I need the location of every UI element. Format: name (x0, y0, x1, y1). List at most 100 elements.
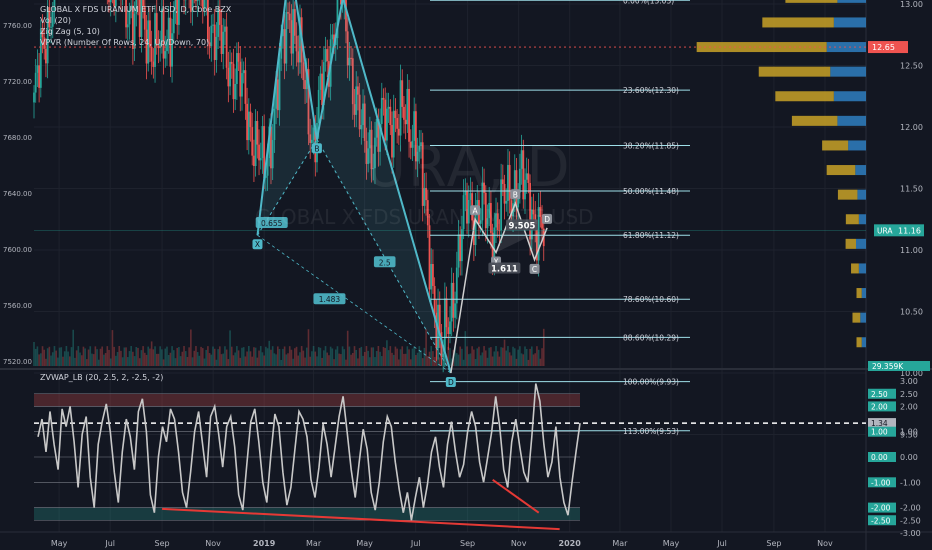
volume-profile-down (837, 189, 858, 200)
pattern2-point-label: B (513, 190, 518, 199)
volume-bar (67, 351, 69, 366)
volume-bar (507, 346, 509, 366)
candle-body (351, 58, 354, 105)
pattern-ratio-line (316, 139, 452, 374)
candle-body (108, 0, 110, 3)
volume-bar (244, 356, 247, 366)
candle-body (529, 182, 532, 240)
volume-bar (113, 346, 115, 366)
volume-bar (140, 350, 143, 366)
volume-bar (254, 347, 257, 366)
volume-bar (161, 349, 163, 366)
candle-body (435, 312, 438, 348)
volume-bar (430, 346, 433, 366)
y-left-tick-label: 7520.00 (3, 358, 32, 366)
candle-body (237, 53, 240, 62)
candle-body (326, 49, 329, 62)
pattern2-point-badge (470, 205, 481, 216)
candle-body (466, 191, 468, 224)
volume-bar (341, 346, 344, 366)
volume-bar (484, 350, 487, 366)
volume-bar (154, 346, 156, 366)
y-left-tick-label: 7560.00 (3, 302, 32, 310)
volume-bar (278, 348, 281, 366)
candle-body (484, 192, 487, 229)
osc-y-tick-label: -3.00 (900, 529, 921, 538)
osc-badge (868, 502, 896, 513)
volume-bar (362, 355, 364, 366)
candle-body (321, 73, 324, 105)
volume-bar (307, 329, 310, 366)
candle-body (171, 33, 173, 67)
candle-body (46, 7, 49, 64)
volume-bar (312, 346, 315, 366)
candle-body (222, 31, 225, 54)
candle-body (319, 73, 322, 90)
volume-bar (120, 350, 122, 366)
volume-bar (91, 353, 93, 366)
volume-bar (524, 346, 526, 366)
volume-bar (334, 349, 337, 366)
volume-bar (190, 329, 192, 366)
volume-bar (476, 348, 479, 366)
candle-body (397, 128, 400, 136)
candle-body (189, 0, 192, 13)
volume-bar (331, 348, 334, 366)
volume-bar (178, 347, 180, 366)
candle-body (208, 42, 211, 47)
volume-bar (36, 346, 39, 366)
candle-body (160, 8, 163, 43)
candle-body (210, 25, 213, 47)
volume-bar (519, 346, 521, 366)
volume-profile-up (826, 42, 866, 53)
candle-body (155, 13, 158, 47)
legend-zigzag: Zig Zag (5, 10) (40, 27, 100, 36)
candle-body (213, 24, 216, 60)
indicator-title: ZVWAP_LB (20, 2.5, 2, -2.5, -2) (40, 373, 164, 382)
volume-bar (464, 331, 467, 366)
legend-symbol: GLOBAL X FDS URANIUM ETF USD, D, Cboe BZ… (40, 5, 232, 14)
candle-body (305, 69, 308, 90)
candle-body (467, 199, 470, 224)
candle-body (392, 110, 395, 158)
volume-bar (398, 359, 400, 366)
osc-badge-label: 2.50 (871, 390, 888, 399)
volume-bar (104, 353, 107, 366)
volume-bar (236, 346, 238, 366)
candle-body (51, 10, 54, 27)
candle-body (539, 207, 542, 217)
candle-body (377, 119, 380, 152)
volume-bar (409, 359, 412, 366)
volume-bar (534, 353, 537, 366)
osc-badge (868, 477, 896, 488)
candle-body (421, 142, 424, 206)
candle-body (409, 141, 412, 148)
volume-bar (198, 355, 201, 366)
candle-body (302, 62, 305, 81)
candle-body (353, 104, 356, 115)
candle-body (157, 46, 160, 49)
x-tick-label: Jul (410, 539, 421, 548)
candle-body (50, 26, 52, 28)
volume-bar (241, 347, 243, 366)
osc-badge-label: 2.00 (871, 402, 888, 411)
volume-bar (92, 354, 95, 366)
volume-bar (63, 351, 66, 366)
candle-body (145, 29, 148, 64)
volume-bar (285, 354, 288, 366)
x-tick-label: May (663, 539, 680, 548)
ratio-badge (313, 293, 346, 305)
volume-bar (401, 346, 404, 366)
volume-bar (196, 352, 199, 366)
volume-profile-down (762, 17, 834, 28)
candle-body (229, 61, 231, 87)
pattern-point-badge (252, 239, 263, 250)
candle-body (481, 182, 484, 221)
candle-body (225, 26, 228, 68)
candle-body (230, 61, 233, 64)
candle-body (399, 80, 402, 136)
x-tick-label: Jul (104, 539, 115, 548)
volume-bar (317, 347, 320, 366)
candle-body (304, 80, 306, 90)
